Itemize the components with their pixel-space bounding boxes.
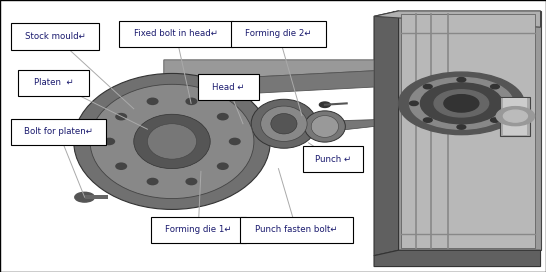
Text: Punch ↵: Punch ↵ [315,154,351,164]
Circle shape [399,72,524,135]
Ellipse shape [146,178,158,185]
Circle shape [444,95,479,112]
Polygon shape [393,11,541,250]
FancyBboxPatch shape [85,195,108,199]
FancyBboxPatch shape [231,21,326,47]
Circle shape [457,125,466,129]
Text: Fixed bolt in head↵: Fixed bolt in head↵ [134,29,218,39]
FancyBboxPatch shape [11,119,106,145]
FancyBboxPatch shape [401,14,535,248]
Circle shape [496,107,535,126]
Circle shape [423,84,432,89]
Polygon shape [172,112,284,163]
FancyBboxPatch shape [119,21,233,47]
FancyBboxPatch shape [240,217,353,243]
Circle shape [434,90,489,117]
Circle shape [491,118,500,122]
Ellipse shape [115,113,127,120]
FancyBboxPatch shape [503,98,527,135]
Text: Stock mould↵: Stock mould↵ [25,32,86,41]
Ellipse shape [251,99,317,148]
Circle shape [75,192,94,202]
Polygon shape [374,250,541,267]
Ellipse shape [103,138,115,145]
Polygon shape [164,71,374,98]
Ellipse shape [217,162,229,170]
FancyBboxPatch shape [500,97,530,136]
Ellipse shape [146,98,158,105]
Text: Forming die 2↵: Forming die 2↵ [245,29,312,39]
Ellipse shape [147,124,197,159]
Polygon shape [172,112,284,126]
Ellipse shape [229,138,241,145]
Ellipse shape [134,114,210,169]
Circle shape [491,84,500,89]
Text: Punch fasten bolt↵: Punch fasten bolt↵ [255,225,338,234]
FancyBboxPatch shape [17,70,90,96]
Ellipse shape [271,114,297,134]
Circle shape [503,110,527,122]
Text: Platen  ↵: Platen ↵ [34,78,73,88]
Ellipse shape [217,113,229,120]
Ellipse shape [90,84,254,199]
Circle shape [457,78,466,82]
Text: Head ↵: Head ↵ [212,82,245,92]
Circle shape [410,78,513,129]
Circle shape [420,83,502,124]
Circle shape [423,118,432,122]
Ellipse shape [261,106,307,141]
Text: Forming die 1↵: Forming die 1↵ [165,225,232,234]
Ellipse shape [74,73,270,209]
FancyBboxPatch shape [198,74,259,100]
Ellipse shape [186,178,198,185]
Circle shape [410,101,418,106]
FancyBboxPatch shape [304,146,363,172]
Ellipse shape [186,98,198,105]
Polygon shape [325,120,374,132]
Circle shape [319,102,330,107]
Ellipse shape [311,116,339,137]
Polygon shape [374,11,399,256]
Ellipse shape [305,111,346,142]
FancyBboxPatch shape [151,217,246,243]
Text: Bolt for platen↵: Bolt for platen↵ [24,127,93,137]
FancyBboxPatch shape [11,23,99,50]
Ellipse shape [115,162,127,170]
Polygon shape [374,11,541,27]
Circle shape [505,101,513,106]
Polygon shape [164,60,374,82]
